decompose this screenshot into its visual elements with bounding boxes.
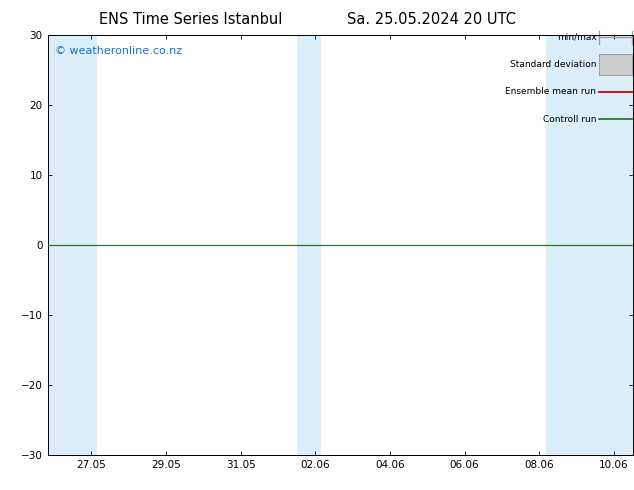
Bar <box>546 35 633 455</box>
Text: © weatheronline.co.nz: © weatheronline.co.nz <box>55 46 182 56</box>
Text: min/max: min/max <box>557 33 597 42</box>
Text: Ensemble mean run: Ensemble mean run <box>505 87 597 97</box>
Text: Controll run: Controll run <box>543 115 597 123</box>
Bar <box>48 35 98 455</box>
Bar <box>599 54 631 75</box>
Text: Sa. 25.05.2024 20 UTC: Sa. 25.05.2024 20 UTC <box>347 12 515 27</box>
Bar <box>297 35 321 455</box>
Text: ENS Time Series Istanbul: ENS Time Series Istanbul <box>98 12 282 27</box>
Text: Standard deviation: Standard deviation <box>510 60 597 69</box>
